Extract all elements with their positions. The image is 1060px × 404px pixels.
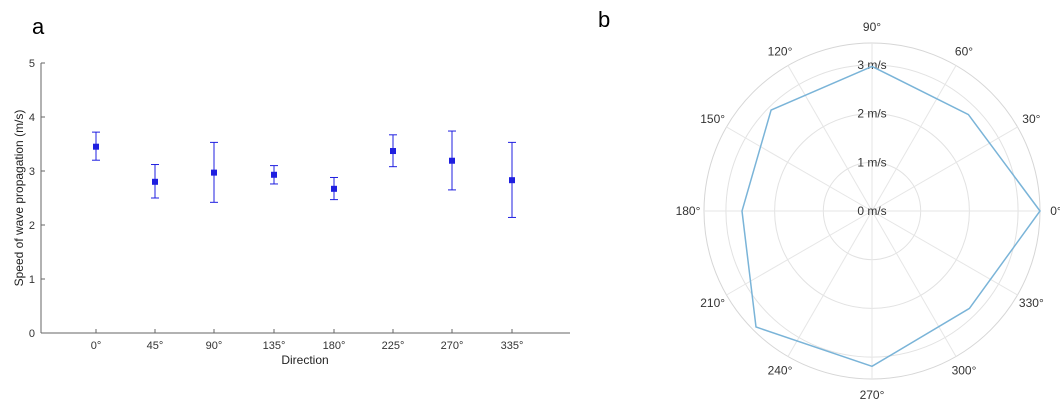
x-tick-label: 335° <box>501 340 524 352</box>
panel-a-label: a <box>32 14 45 39</box>
y-tick-label: 5 <box>29 58 35 70</box>
data-point <box>331 185 337 192</box>
data-point <box>390 148 396 155</box>
angle-grid-line <box>871 65 957 212</box>
angle-tick-label: 330° <box>1019 296 1044 310</box>
angle-tick-label: 0° <box>1050 204 1060 218</box>
radial-tick-label: 1 m/s <box>857 155 886 169</box>
y-tick-label: 4 <box>29 112 35 124</box>
angle-tick-label: 150° <box>700 112 725 126</box>
polar-chart: 0 m/s 1 m/s 2 m/s 3 m/s 0° 30° 60° 90° 120° 150°… <box>676 20 1060 402</box>
angle-tick-label: 240° <box>768 363 793 377</box>
data-point <box>152 178 158 185</box>
error-bar-chart: 0 1 2 3 4 5 0° 45° 90° 135° 180° 225° 270° 335° Dire… <box>12 58 570 367</box>
angle-tick-label: 270° <box>860 388 885 402</box>
series-line <box>741 65 1041 368</box>
y-tick-label: 1 <box>29 274 35 286</box>
radial-tick-labels: 0 m/s 1 m/s 2 m/s 3 m/s <box>857 58 886 218</box>
angle-grid-line <box>871 210 957 357</box>
x-axis-title: Direction <box>281 353 328 367</box>
y-tick-label: 0 <box>29 328 35 340</box>
y-axis-title: Speed of wave propagation (m/s) <box>12 110 26 287</box>
x-tick-label: 180° <box>323 340 346 352</box>
angle-grid-line <box>787 65 873 212</box>
angle-grid-line <box>726 126 873 212</box>
angle-tick-label: 210° <box>700 296 725 310</box>
x-tick-label: 225° <box>382 340 405 352</box>
x-ticks: 0° 45° 90° 135° 180° 225° 270° 335° <box>91 329 524 352</box>
radial-tick-label: 0 m/s <box>857 204 886 218</box>
data-point <box>211 169 217 176</box>
y-tick-label: 2 <box>29 220 35 232</box>
angle-tick-labels: 0° 30° 60° 90° 120° 150° 180° 210° 240° 270° 300° 3… <box>676 20 1060 402</box>
data-point <box>449 157 455 164</box>
angle-tick-label: 180° <box>676 204 701 218</box>
data-points <box>92 130 516 218</box>
angle-tick-label: 30° <box>1022 112 1040 126</box>
y-tick-label: 3 <box>29 166 35 178</box>
angle-tick-label: 60° <box>955 45 973 59</box>
data-point <box>509 177 515 184</box>
x-tick-label: 135° <box>263 340 286 352</box>
radial-tick-label: 3 m/s <box>857 58 886 72</box>
angle-grid-line <box>726 210 873 296</box>
x-tick-label: 270° <box>441 340 464 352</box>
radial-tick-label: 2 m/s <box>857 107 886 121</box>
angle-grid-line <box>871 126 1018 212</box>
data-point <box>271 171 277 178</box>
angle-grid-line <box>871 210 1018 296</box>
x-tick-label: 90° <box>206 340 223 352</box>
y-ticks: 0 1 2 3 4 5 <box>29 58 45 340</box>
x-tick-label: 0° <box>91 340 102 352</box>
angle-tick-label: 90° <box>863 20 881 34</box>
x-tick-label: 45° <box>147 340 164 352</box>
angle-tick-label: 300° <box>952 363 977 377</box>
angle-grid-line <box>787 210 873 357</box>
data-point <box>93 143 99 150</box>
angle-tick-label: 120° <box>768 45 793 59</box>
panel-b-label: b <box>598 7 610 32</box>
